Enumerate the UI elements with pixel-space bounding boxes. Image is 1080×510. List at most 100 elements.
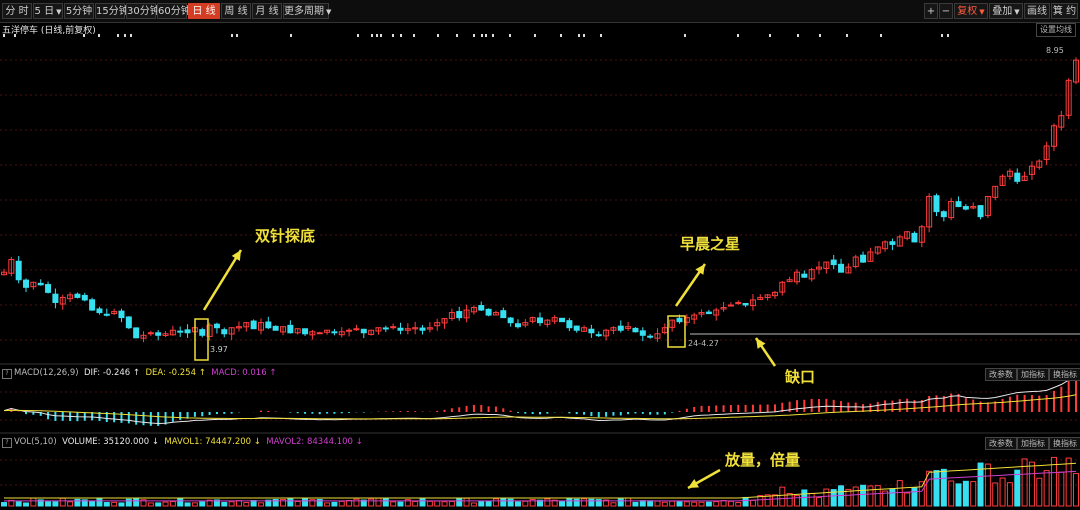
adjust-dropdown[interactable]: 复权 ▼ (954, 3, 988, 19)
candle-body (735, 301, 742, 304)
candle-body (1006, 170, 1013, 177)
volume-bar (191, 502, 198, 507)
draw-line-button[interactable]: 画线 (1024, 3, 1050, 19)
volume-bar (1014, 469, 1021, 507)
vol-mavol1: MAVOL1: 74447.200 ↓ (164, 437, 261, 447)
tools-button[interactable]: 箕 约 (1051, 3, 1078, 19)
overlay-dropdown[interactable]: 叠加 ▼ (989, 3, 1023, 19)
candle-body (867, 251, 874, 262)
volume-bar (404, 499, 411, 507)
volume-bar (845, 488, 852, 507)
low-price-label: 3.97 (210, 345, 228, 354)
volume-bar (588, 498, 595, 507)
volume-bar (111, 501, 118, 507)
macd-params-button[interactable]: 改参数 (985, 368, 1017, 381)
event-marker (357, 34, 359, 37)
event-marker (371, 34, 373, 37)
tab-30min[interactable]: 30分钟 (126, 3, 160, 19)
event-marker (236, 34, 238, 37)
volume-bar (1036, 477, 1043, 507)
candle-body (147, 332, 154, 335)
annotation-morning-star: 早晨之星 (680, 235, 741, 253)
tab-15min[interactable]: 15分钟 (95, 3, 129, 19)
volume-bar (808, 492, 815, 507)
annotation-double-needle: 双针探底 (255, 227, 316, 245)
volume-bar (280, 499, 287, 507)
volume-bar (882, 490, 889, 507)
tab-weekly[interactable]: 周 线 (221, 3, 251, 19)
event-marker (797, 34, 799, 37)
event-marker (492, 34, 494, 37)
candle-body (830, 259, 837, 266)
zoom-out-button[interactable]: − (939, 3, 953, 19)
candle-body (287, 324, 294, 334)
tab-monthly[interactable]: 月 线 (252, 3, 282, 19)
volume-bar (287, 497, 294, 507)
candle-body (103, 313, 110, 316)
candle-body (581, 327, 588, 332)
volume-bar (353, 498, 360, 507)
event-marker (392, 34, 394, 37)
candle-body (955, 201, 962, 208)
tab-daily[interactable]: 日 线 (188, 3, 220, 19)
volume-bar (984, 463, 991, 507)
volume-bar (390, 501, 397, 507)
volume-bar (661, 501, 668, 507)
macd-value: MACD: 0.016 ↑ (211, 368, 277, 378)
volume-bar (977, 462, 984, 507)
dif-line (3, 374, 1077, 425)
candle-body (500, 310, 507, 319)
candle-body (228, 327, 235, 335)
candle-body (45, 284, 52, 293)
volume-bar (125, 498, 132, 507)
tab-intraday[interactable]: 分 时 (2, 3, 32, 19)
candle-body (331, 331, 338, 334)
volume-bar (177, 497, 184, 507)
volume-bar (492, 498, 499, 507)
volume-bar (309, 499, 316, 507)
vol-add-indicator-button[interactable]: 加指标 (1017, 437, 1049, 450)
tab-5day[interactable]: 5 日 ▼ (33, 3, 63, 19)
candle-body (940, 211, 947, 218)
macd-add-indicator-button[interactable]: 加指标 (1017, 368, 1049, 381)
volume-bar (1021, 458, 1028, 507)
tab-more-periods[interactable]: 更多周期 ▼ (283, 3, 331, 19)
macd-switch-indicator-button[interactable]: 换指标 (1049, 368, 1080, 381)
volume-bar (118, 502, 125, 507)
candle-body (537, 317, 543, 324)
candle-body (294, 328, 301, 334)
candle-body (691, 314, 698, 320)
volume-bar (272, 498, 279, 507)
help-icon[interactable]: ? (2, 369, 12, 379)
candle-body (816, 266, 823, 270)
candle-body (338, 331, 345, 336)
candle-body (911, 232, 918, 243)
zoom-in-button[interactable]: + (924, 3, 938, 19)
candle-body (162, 333, 169, 336)
event-marker (819, 34, 821, 37)
event-marker (880, 34, 882, 37)
tab-more-periods-label: 更多周期 (284, 6, 324, 17)
event-marker (14, 34, 16, 37)
vol-switch-indicator-button[interactable]: 换指标 (1049, 437, 1080, 450)
set-moving-average-button[interactable]: 设置均线 (1036, 23, 1076, 37)
candle-body (324, 329, 331, 333)
candle-body (896, 236, 903, 247)
volume-bar (735, 501, 742, 507)
tab-60min[interactable]: 60分钟 (157, 3, 191, 19)
candle-body (698, 312, 705, 315)
tab-5min[interactable]: 5分钟 (64, 3, 94, 19)
vol-params-button[interactable]: 改参数 (985, 437, 1017, 450)
candle-body (448, 312, 455, 319)
candle-body (610, 327, 617, 331)
candle-body (522, 322, 529, 326)
candle-body (243, 322, 250, 328)
candle-body (111, 311, 118, 315)
event-marker (83, 34, 85, 37)
volume-bar (37, 499, 44, 507)
candle-body (177, 330, 184, 333)
volume-bar (566, 498, 573, 507)
volume-bar (294, 500, 301, 507)
candle-body (74, 293, 81, 298)
help-icon[interactable]: ? (2, 438, 12, 448)
